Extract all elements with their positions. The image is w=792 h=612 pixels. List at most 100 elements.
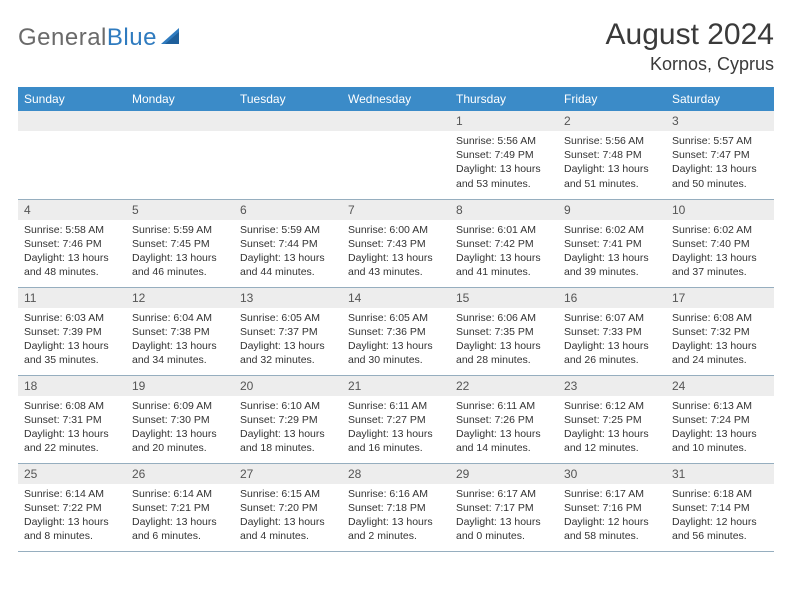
day-details: Sunrise: 5:57 AMSunset: 7:47 PMDaylight:…: [666, 131, 774, 195]
day-details: Sunrise: 6:00 AMSunset: 7:43 PMDaylight:…: [342, 220, 450, 284]
location-label: Kornos, Cyprus: [606, 54, 774, 75]
day-details: Sunrise: 6:09 AMSunset: 7:30 PMDaylight:…: [126, 396, 234, 460]
calendar-cell: 3Sunrise: 5:57 AMSunset: 7:47 PMDaylight…: [666, 111, 774, 199]
day-number: [234, 111, 342, 131]
day-number: 17: [666, 288, 774, 308]
day-details: Sunrise: 6:18 AMSunset: 7:14 PMDaylight:…: [666, 484, 774, 548]
day-details: Sunrise: 6:16 AMSunset: 7:18 PMDaylight:…: [342, 484, 450, 548]
day-details: Sunrise: 6:17 AMSunset: 7:16 PMDaylight:…: [558, 484, 666, 548]
logo-text-blue: Blue: [107, 24, 157, 52]
sunset-text: Sunset: 7:31 PM: [24, 413, 120, 427]
sunrise-text: Sunrise: 6:09 AM: [132, 399, 228, 413]
day-details: Sunrise: 6:10 AMSunset: 7:29 PMDaylight:…: [234, 396, 342, 460]
calendar-week-row: 25Sunrise: 6:14 AMSunset: 7:22 PMDayligh…: [18, 463, 774, 551]
sunrise-text: Sunrise: 5:57 AM: [672, 134, 768, 148]
day-number: 12: [126, 288, 234, 308]
calendar-cell: 8Sunrise: 6:01 AMSunset: 7:42 PMDaylight…: [450, 199, 558, 287]
calendar-cell: 10Sunrise: 6:02 AMSunset: 7:40 PMDayligh…: [666, 199, 774, 287]
sunrise-text: Sunrise: 6:08 AM: [24, 399, 120, 413]
daylight-text: Daylight: 13 hours and 32 minutes.: [240, 339, 336, 367]
day-number: 22: [450, 376, 558, 396]
calendar-cell: 22Sunrise: 6:11 AMSunset: 7:26 PMDayligh…: [450, 375, 558, 463]
daylight-text: Daylight: 13 hours and 37 minutes.: [672, 251, 768, 279]
sunrise-text: Sunrise: 6:12 AM: [564, 399, 660, 413]
calendar-cell: 19Sunrise: 6:09 AMSunset: 7:30 PMDayligh…: [126, 375, 234, 463]
calendar-cell: 6Sunrise: 5:59 AMSunset: 7:44 PMDaylight…: [234, 199, 342, 287]
daylight-text: Daylight: 13 hours and 12 minutes.: [564, 427, 660, 455]
calendar-body: 1Sunrise: 5:56 AMSunset: 7:49 PMDaylight…: [18, 111, 774, 551]
daylight-text: Daylight: 13 hours and 22 minutes.: [24, 427, 120, 455]
calendar-cell: [234, 111, 342, 199]
sunrise-text: Sunrise: 6:14 AM: [24, 487, 120, 501]
daylight-text: Daylight: 13 hours and 24 minutes.: [672, 339, 768, 367]
sunset-text: Sunset: 7:48 PM: [564, 148, 660, 162]
daylight-text: Daylight: 13 hours and 53 minutes.: [456, 162, 552, 190]
day-number: 18: [18, 376, 126, 396]
calendar-cell: 1Sunrise: 5:56 AMSunset: 7:49 PMDaylight…: [450, 111, 558, 199]
sunset-text: Sunset: 7:16 PM: [564, 501, 660, 515]
sunrise-text: Sunrise: 6:00 AM: [348, 223, 444, 237]
calendar-cell: 17Sunrise: 6:08 AMSunset: 7:32 PMDayligh…: [666, 287, 774, 375]
sunrise-text: Sunrise: 6:14 AM: [132, 487, 228, 501]
day-details: Sunrise: 5:59 AMSunset: 7:44 PMDaylight:…: [234, 220, 342, 284]
day-number: 26: [126, 464, 234, 484]
sunrise-text: Sunrise: 6:02 AM: [672, 223, 768, 237]
sunrise-text: Sunrise: 6:11 AM: [456, 399, 552, 413]
day-details: Sunrise: 6:02 AMSunset: 7:41 PMDaylight:…: [558, 220, 666, 284]
calendar-cell: 30Sunrise: 6:17 AMSunset: 7:16 PMDayligh…: [558, 463, 666, 551]
day-number: 2: [558, 111, 666, 131]
daylight-text: Daylight: 13 hours and 48 minutes.: [24, 251, 120, 279]
day-number: 20: [234, 376, 342, 396]
daylight-text: Daylight: 13 hours and 8 minutes.: [24, 515, 120, 543]
daylight-text: Daylight: 13 hours and 10 minutes.: [672, 427, 768, 455]
sunrise-text: Sunrise: 6:11 AM: [348, 399, 444, 413]
calendar-cell: 2Sunrise: 5:56 AMSunset: 7:48 PMDaylight…: [558, 111, 666, 199]
day-number: 4: [18, 200, 126, 220]
day-details: Sunrise: 6:02 AMSunset: 7:40 PMDaylight:…: [666, 220, 774, 284]
day-number: 29: [450, 464, 558, 484]
calendar-cell: 7Sunrise: 6:00 AMSunset: 7:43 PMDaylight…: [342, 199, 450, 287]
day-number: 7: [342, 200, 450, 220]
calendar-cell: 20Sunrise: 6:10 AMSunset: 7:29 PMDayligh…: [234, 375, 342, 463]
sunset-text: Sunset: 7:17 PM: [456, 501, 552, 515]
sunset-text: Sunset: 7:14 PM: [672, 501, 768, 515]
calendar-cell: [342, 111, 450, 199]
sunset-text: Sunset: 7:44 PM: [240, 237, 336, 251]
sunrise-text: Sunrise: 5:59 AM: [240, 223, 336, 237]
day-number: 1: [450, 111, 558, 131]
logo-triangle-icon: [161, 26, 183, 49]
sunrise-text: Sunrise: 6:15 AM: [240, 487, 336, 501]
daylight-text: Daylight: 12 hours and 58 minutes.: [564, 515, 660, 543]
sunrise-text: Sunrise: 6:13 AM: [672, 399, 768, 413]
sunset-text: Sunset: 7:46 PM: [24, 237, 120, 251]
calendar-cell: 29Sunrise: 6:17 AMSunset: 7:17 PMDayligh…: [450, 463, 558, 551]
daylight-text: Daylight: 13 hours and 34 minutes.: [132, 339, 228, 367]
sunset-text: Sunset: 7:29 PM: [240, 413, 336, 427]
sunset-text: Sunset: 7:45 PM: [132, 237, 228, 251]
day-number: [18, 111, 126, 131]
day-number: 30: [558, 464, 666, 484]
sunrise-text: Sunrise: 5:56 AM: [456, 134, 552, 148]
day-details: Sunrise: 6:08 AMSunset: 7:32 PMDaylight:…: [666, 308, 774, 372]
day-details: Sunrise: 6:14 AMSunset: 7:21 PMDaylight:…: [126, 484, 234, 548]
sunset-text: Sunset: 7:18 PM: [348, 501, 444, 515]
day-number: 16: [558, 288, 666, 308]
day-number: 19: [126, 376, 234, 396]
calendar-cell: 11Sunrise: 6:03 AMSunset: 7:39 PMDayligh…: [18, 287, 126, 375]
sunset-text: Sunset: 7:26 PM: [456, 413, 552, 427]
daylight-text: Daylight: 13 hours and 20 minutes.: [132, 427, 228, 455]
calendar-cell: [18, 111, 126, 199]
day-number: [342, 111, 450, 131]
calendar-cell: 27Sunrise: 6:15 AMSunset: 7:20 PMDayligh…: [234, 463, 342, 551]
sunrise-text: Sunrise: 6:06 AM: [456, 311, 552, 325]
day-details: Sunrise: 6:14 AMSunset: 7:22 PMDaylight:…: [18, 484, 126, 548]
calendar-cell: 26Sunrise: 6:14 AMSunset: 7:21 PMDayligh…: [126, 463, 234, 551]
sunrise-text: Sunrise: 6:18 AM: [672, 487, 768, 501]
sunrise-text: Sunrise: 6:03 AM: [24, 311, 120, 325]
calendar-cell: 31Sunrise: 6:18 AMSunset: 7:14 PMDayligh…: [666, 463, 774, 551]
calendar-week-row: 1Sunrise: 5:56 AMSunset: 7:49 PMDaylight…: [18, 111, 774, 199]
sunset-text: Sunset: 7:39 PM: [24, 325, 120, 339]
sunrise-text: Sunrise: 6:04 AM: [132, 311, 228, 325]
calendar-week-row: 18Sunrise: 6:08 AMSunset: 7:31 PMDayligh…: [18, 375, 774, 463]
sunset-text: Sunset: 7:32 PM: [672, 325, 768, 339]
